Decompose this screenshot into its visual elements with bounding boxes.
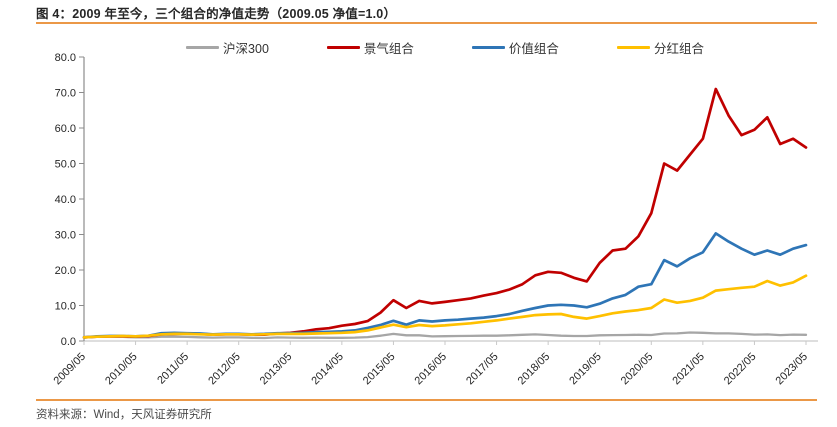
x-axis-tick-label: 2013/05: [258, 351, 295, 388]
legend-label: 分红组合: [653, 41, 704, 56]
legend-marker-line: [616, 45, 650, 49]
y-axis-tick-label: 10.0: [55, 301, 76, 313]
y-axis-tick-label: 40.0: [55, 194, 76, 206]
source-attribution: 资料来源：Wind，天风证券研究所: [36, 409, 212, 421]
legend-marker-line: [471, 45, 505, 49]
x-axis-tick-label: 2010/05: [103, 351, 140, 388]
y-axis-tick-label: 50.0: [55, 159, 76, 171]
chart-legend: 沪深300 景气组合 价值组合 分红组合: [84, 38, 806, 56]
x-axis-tick-label: 2020/05: [619, 351, 656, 388]
footer-divider: [36, 399, 817, 401]
legend-marker-line: [326, 45, 360, 49]
y-axis-tick-label: 20.0: [55, 265, 76, 277]
x-axis-tick-label: 2019/05: [567, 351, 604, 388]
y-axis-tick-label: 0.0: [61, 336, 76, 348]
header-divider: [36, 22, 817, 24]
x-axis-tick-label: 2022/05: [722, 351, 759, 388]
x-axis-tick-label: 2009/05: [52, 351, 89, 388]
legend-label: 景气组合: [363, 41, 414, 56]
y-axis-tick-label: 60.0: [55, 123, 76, 135]
legend-item-jingqi: 景气组合: [326, 38, 414, 57]
series-line-hs300: [82, 331, 808, 340]
x-axis-tick-label: 2011/05: [155, 351, 191, 387]
x-axis-tick-label: 2018/05: [516, 351, 553, 388]
x-axis-tick-label: 2014/05: [309, 351, 346, 388]
legend-item-fenhong: 分红组合: [616, 38, 704, 57]
x-axis-tick-label: 2016/05: [413, 351, 450, 388]
x-axis-tick-label: 2017/05: [464, 351, 501, 388]
series-line-jiazhi: [82, 232, 808, 339]
figure-title: 图 4：2009 年至今，三个组合的净值走势（2009.05 净值=1.0）: [36, 7, 397, 21]
y-axis-tick-label: 80.0: [55, 52, 76, 64]
y-axis-tick-label: 30.0: [55, 230, 76, 242]
legend-label: 价值组合: [508, 41, 559, 56]
legend-item-hs300: 沪深300: [186, 38, 269, 57]
y-axis-tick-label: 70.0: [55, 88, 76, 100]
x-axis-tick-label: 2015/05: [361, 351, 398, 388]
legend-marker-line: [186, 45, 220, 49]
legend-label: 沪深300: [223, 41, 269, 56]
x-axis-tick-label: 2021/05: [670, 351, 707, 388]
x-axis-tick-label: 2023/05: [774, 351, 811, 388]
x-axis-tick-label: 2012/05: [206, 351, 243, 388]
legend-item-jiazhi: 价值组合: [471, 38, 559, 57]
series-line-fenhong: [82, 274, 808, 339]
